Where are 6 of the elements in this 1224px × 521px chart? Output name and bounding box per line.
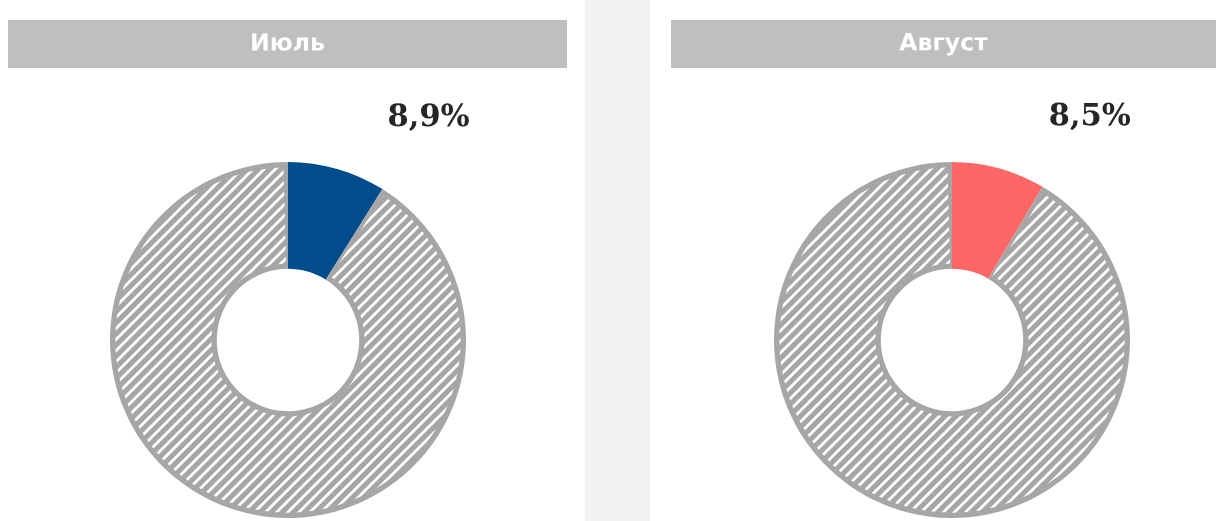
chart-title: Август [899,33,988,56]
data-label: 8,9% [389,103,469,132]
donut-slice [952,162,1043,279]
donut-slice [288,162,383,280]
chart-title: Июль [252,33,324,51]
data-label: 8,5% [1050,102,1131,131]
